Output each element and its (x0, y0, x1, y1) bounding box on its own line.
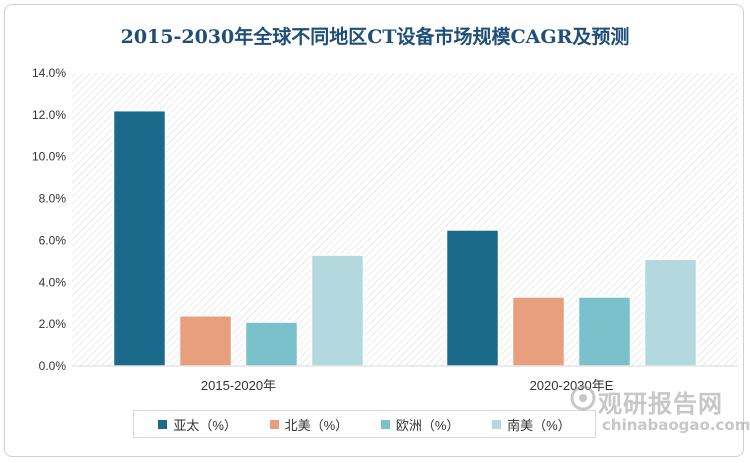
bar-0-1 (445, 229, 500, 367)
legend-item-1: 北美（%） (269, 415, 349, 434)
legend-label: 北美（%） (284, 417, 349, 433)
legend-swatch (269, 419, 279, 429)
y-tick-label: 10.0% (32, 150, 66, 164)
bar-2-1 (577, 296, 632, 367)
legend-item-3: 南美（%） (492, 415, 571, 434)
x-category-label: 2020-2030年E (530, 378, 614, 393)
y-tick-label: 4.0% (39, 275, 67, 289)
watermark: 观研报告网 chinabaogao.com (570, 383, 750, 443)
y-tick-label: 14.0% (32, 66, 66, 80)
legend: 亚太（%） 北美（%） 欧洲（%） 南美（%） (133, 410, 596, 438)
legend-swatch (380, 419, 390, 429)
legend-label: 亚太（%） (173, 417, 237, 433)
x-category-label: 2015-2020年 (201, 378, 276, 393)
bar-3-1 (643, 258, 698, 367)
legend-swatch (492, 419, 502, 429)
legend-swatch (158, 419, 168, 429)
watermark-text-cn: 观研报告网 (598, 390, 723, 418)
chart-title: 2015-2030年全球不同地区CT设备市场规模CAGR及预测 (120, 26, 630, 48)
y-tick-label: 12.0% (32, 108, 66, 122)
bar-0-0 (112, 109, 167, 367)
bar-2-0 (244, 321, 299, 367)
legend-label: 欧洲（%） (395, 417, 460, 433)
y-tick-label: 2.0% (39, 317, 67, 331)
bar-1-1 (511, 296, 566, 367)
plot-area-background (72, 73, 738, 366)
watermark-text-en: chinabaogao.com (602, 416, 750, 434)
y-tick-label: 0.0% (39, 359, 67, 373)
watermark-logo-icon (570, 385, 596, 411)
legend-label: 南美（%） (507, 417, 571, 433)
bar-1-0 (178, 315, 233, 367)
y-tick-label: 6.0% (39, 233, 67, 247)
bar-3-0 (310, 254, 365, 367)
legend-item-0: 亚太（%） (158, 415, 237, 434)
legend-item-2: 欧洲（%） (380, 415, 460, 434)
y-tick-label: 8.0% (39, 192, 67, 206)
